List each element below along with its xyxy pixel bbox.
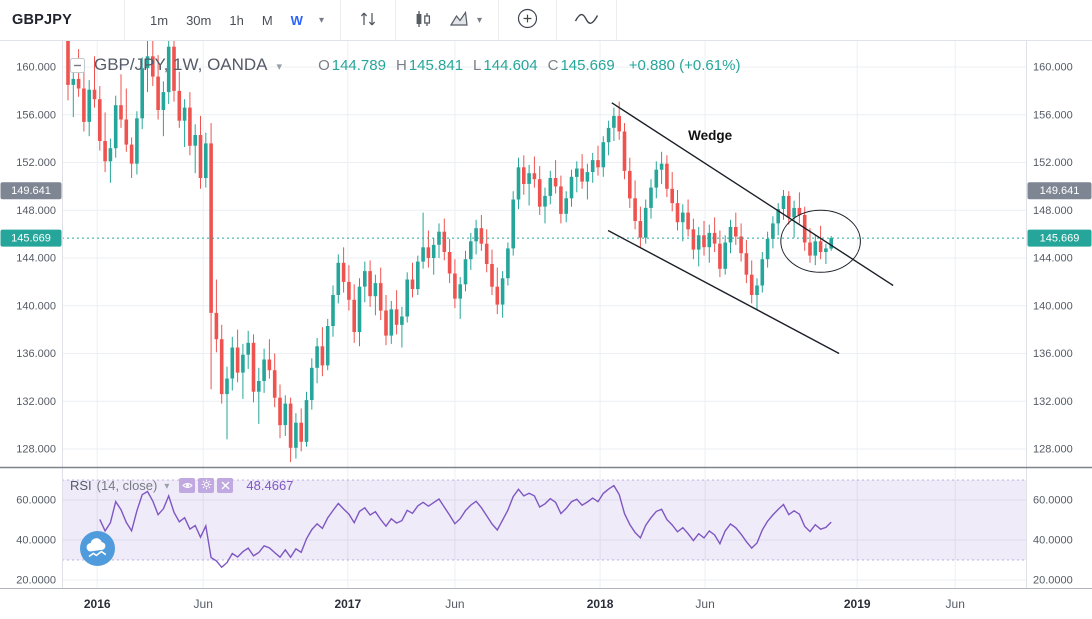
svg-text:156.000: 156.000 — [16, 109, 56, 121]
candles-style-button[interactable] — [412, 8, 434, 33]
svg-text:144.000: 144.000 — [16, 253, 56, 265]
rsi-settings-button[interactable] — [198, 477, 215, 495]
compare-plus-icon — [515, 6, 540, 34]
indicator-wave-icon — [573, 8, 600, 33]
rsi-pane-legend: RSI (14, close) ▾ 48.4667 — [70, 478, 293, 493]
svg-text:20.0000: 20.0000 — [1033, 575, 1073, 587]
svg-text:40.0000: 40.0000 — [1033, 535, 1073, 547]
high-value: 145.841 — [408, 56, 464, 74]
svg-text:Jun: Jun — [946, 597, 965, 611]
svg-text:156.000: 156.000 — [1033, 109, 1073, 121]
svg-text:160.000: 160.000 — [16, 62, 56, 74]
svg-text:Jun: Jun — [445, 597, 464, 611]
close-value: 145.669 — [560, 56, 615, 74]
svg-text:2018: 2018 — [587, 597, 614, 611]
svg-text:Jun: Jun — [194, 597, 213, 611]
indicators-button[interactable] — [573, 8, 600, 33]
gridlines — [62, 40, 1027, 588]
eye-icon — [182, 477, 193, 495]
candles-icon — [412, 8, 434, 33]
interval-group: 1m 30m 1h M W ▾ — [125, 0, 341, 40]
svg-text:20.0000: 20.0000 — [16, 575, 56, 587]
bar-change-icon — [357, 8, 379, 33]
svg-text:132.000: 132.000 — [16, 396, 56, 408]
top-toolbar: GBPJPY 1m 30m 1h M W ▾ — [0, 0, 1092, 41]
main-pane-legend: GBP/JPY, 1W, OANDA ▾ O 144.789 H 145.841 L… — [70, 55, 740, 75]
area-chart-icon — [448, 8, 470, 33]
rsi-remove-button[interactable] — [217, 477, 234, 495]
svg-text:128.000: 128.000 — [1033, 444, 1073, 456]
interval-M[interactable]: M — [261, 12, 273, 28]
rsi-line-layer — [99, 484, 832, 569]
low-label: L — [473, 56, 482, 74]
svg-text:149.641: 149.641 — [11, 185, 51, 197]
rsi-params: (14, close) — [96, 478, 158, 493]
open-value: 144.789 — [331, 56, 386, 74]
rsi-dropdown-icon[interactable]: ▾ — [164, 480, 170, 492]
chart-type-dropdown-icon: ▾ — [476, 14, 483, 26]
svg-text:148.000: 148.000 — [1033, 205, 1073, 217]
bar-change-group — [341, 0, 396, 40]
svg-text:140.000: 140.000 — [1033, 300, 1073, 312]
compare-group — [499, 0, 558, 40]
svg-text:Wedge: Wedge — [688, 128, 732, 143]
interval-W[interactable]: W — [290, 12, 303, 28]
low-value: 144.604 — [483, 56, 538, 74]
gear-icon — [201, 477, 212, 495]
candles-layer: Wedge — [62, 40, 1027, 463]
chart-title-dropdown-icon[interactable]: ▾ — [276, 60, 283, 73]
ohlc-readout: O 144.789 H 145.841 L 144.604 C 145.669 +0.8… — [308, 57, 740, 74]
open-label: O — [318, 56, 330, 74]
rsi-title[interactable]: RSI — [70, 478, 92, 493]
svg-text:145.669: 145.669 — [1040, 233, 1080, 245]
svg-text:132.000: 132.000 — [1033, 396, 1073, 408]
change-value: +0.880 (+0.61%) — [628, 56, 741, 74]
site-logo — [79, 530, 116, 567]
interval-1h[interactable]: 1h — [229, 12, 244, 28]
svg-text:2019: 2019 — [844, 597, 871, 611]
high-label: H — [395, 56, 407, 74]
svg-text:136.000: 136.000 — [1033, 348, 1073, 360]
cloud-chart-logo-icon — [79, 531, 116, 571]
svg-text:148.000: 148.000 — [16, 205, 56, 217]
svg-text:128.000: 128.000 — [16, 444, 56, 456]
svg-text:160.000: 160.000 — [1033, 62, 1073, 74]
chart-type-button[interactable]: ▾ — [448, 8, 482, 33]
chart-title[interactable]: GBP/JPY, 1W, OANDA — [94, 55, 268, 74]
ellipse-annotation — [780, 209, 861, 273]
svg-text:149.641: 149.641 — [1040, 185, 1080, 197]
time-axis-labels: 2016 Jun 2017 Jun 2018 Jun 2019 Jun — [84, 597, 965, 611]
rsi-value: 48.4667 — [246, 478, 294, 493]
svg-text:136.000: 136.000 — [16, 348, 56, 360]
collapse-pane-icon[interactable] — [70, 57, 85, 73]
svg-text:Jun: Jun — [695, 597, 714, 611]
interval-1m[interactable]: 1m — [150, 12, 169, 28]
indicators-group — [557, 0, 618, 40]
svg-text:144.000: 144.000 — [1033, 253, 1073, 265]
symbol-name[interactable]: GBPJPY — [12, 12, 73, 28]
svg-text:60.0000: 60.0000 — [16, 495, 56, 507]
price-axis-labels: 160.000 160.000 156.000 156.000 152.000 152.0… — [16, 62, 1073, 587]
rsi-visibility-button[interactable] — [179, 477, 196, 495]
interval-dropdown-icon[interactable]: ▾ — [318, 14, 324, 26]
interval-30m[interactable]: 30m — [186, 12, 212, 28]
svg-text:2016: 2016 — [84, 597, 111, 611]
svg-text:60.0000: 60.0000 — [1033, 495, 1073, 507]
svg-text:145.669: 145.669 — [11, 233, 51, 245]
symbol-group: GBPJPY — [0, 0, 125, 40]
wedge-annotation: Wedge — [607, 102, 894, 355]
price-badges: 149.641 149.641 145.669 145.669 — [0, 182, 1092, 247]
svg-text:152.000: 152.000 — [1033, 157, 1073, 169]
close-label: C — [547, 56, 559, 74]
svg-text:2017: 2017 — [334, 597, 361, 611]
compare-button[interactable] — [515, 6, 540, 34]
svg-text:140.000: 140.000 — [16, 300, 56, 312]
chart-style-group: ▾ — [396, 0, 500, 40]
svg-text:40.0000: 40.0000 — [16, 535, 56, 547]
close-icon — [221, 477, 230, 495]
bar-change-button[interactable] — [357, 8, 379, 33]
svg-text:152.000: 152.000 — [16, 157, 56, 169]
